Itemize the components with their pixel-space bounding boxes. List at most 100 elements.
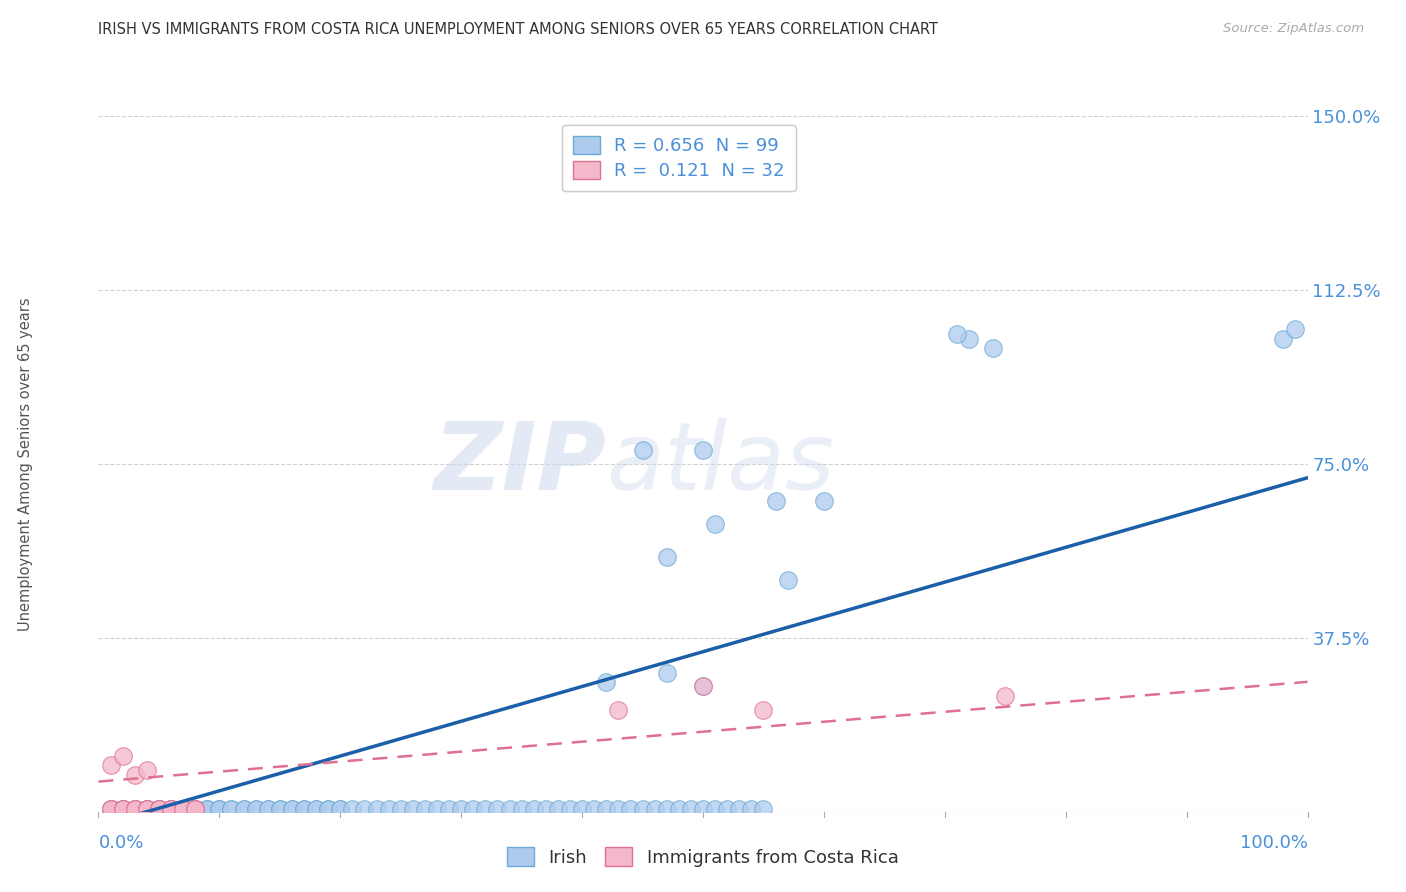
Point (655, 549, 678, 564)
Point (195, 802, 218, 816)
Point (463, 802, 485, 816)
Text: 0.0%: 0.0% (98, 834, 143, 852)
Text: Unemployment Among Seniors over 65 years: Unemployment Among Seniors over 65 years (18, 297, 32, 631)
Point (1284, 322, 1306, 336)
Point (813, 494, 835, 508)
Point (329, 802, 352, 816)
Point (631, 442, 654, 457)
Point (523, 802, 546, 816)
Point (172, 802, 194, 816)
Point (704, 517, 727, 532)
Point (692, 680, 714, 694)
Point (619, 802, 641, 816)
Point (389, 802, 412, 816)
Point (208, 802, 231, 816)
Point (474, 802, 496, 816)
Point (256, 802, 278, 816)
Point (148, 802, 170, 816)
Point (184, 802, 207, 816)
Point (148, 802, 170, 816)
Point (269, 802, 291, 816)
Point (195, 802, 218, 816)
Point (571, 802, 593, 816)
Point (316, 802, 339, 816)
Point (160, 802, 183, 816)
Point (100, 802, 122, 816)
Point (221, 802, 243, 816)
Point (655, 802, 678, 816)
Point (184, 802, 207, 816)
Point (124, 802, 146, 816)
Point (111, 802, 134, 816)
Point (184, 802, 207, 816)
Point (256, 802, 278, 816)
Point (450, 802, 472, 816)
Point (595, 802, 617, 816)
Point (208, 802, 231, 816)
Text: 100.0%: 100.0% (1240, 834, 1308, 852)
Text: ZIP: ZIP (433, 417, 606, 510)
Point (100, 758, 122, 772)
Point (426, 802, 449, 816)
Point (692, 802, 714, 816)
Point (413, 802, 436, 816)
Point (172, 802, 194, 816)
Point (172, 802, 194, 816)
Point (402, 802, 425, 816)
Point (148, 802, 170, 816)
Point (644, 802, 666, 816)
Point (111, 802, 134, 816)
Point (510, 802, 533, 816)
Legend: R = 0.656  N = 99, R =  0.121  N = 32: R = 0.656 N = 99, R = 0.121 N = 32 (562, 125, 796, 191)
Point (583, 802, 606, 816)
Point (111, 802, 134, 816)
Point (160, 802, 183, 816)
Point (342, 802, 364, 816)
Point (232, 802, 254, 816)
Text: IRISH VS IMMIGRANTS FROM COSTA RICA UNEMPLOYMENT AMONG SENIORS OVER 65 YEARS COR: IRISH VS IMMIGRANTS FROM COSTA RICA UNEM… (98, 22, 938, 37)
Point (716, 802, 738, 816)
Point (329, 802, 352, 816)
Point (148, 802, 170, 816)
Point (195, 802, 218, 816)
Point (292, 802, 315, 816)
Point (135, 763, 157, 777)
Point (558, 802, 581, 816)
Point (994, 689, 1017, 703)
Point (208, 802, 231, 816)
Point (124, 802, 146, 816)
Point (232, 802, 254, 816)
Point (135, 802, 157, 816)
Point (245, 802, 267, 816)
Point (281, 802, 304, 816)
Point (377, 802, 399, 816)
Point (172, 802, 194, 816)
Point (135, 802, 157, 816)
Point (100, 802, 122, 816)
Point (111, 802, 134, 816)
Point (124, 802, 146, 816)
Point (692, 680, 714, 694)
Point (135, 802, 157, 816)
Point (498, 802, 520, 816)
Point (486, 802, 509, 816)
Point (595, 674, 617, 689)
Point (160, 802, 183, 816)
Point (160, 802, 183, 816)
Point (245, 802, 267, 816)
Point (704, 802, 727, 816)
Point (111, 802, 134, 816)
Point (172, 802, 194, 816)
Point (124, 802, 146, 816)
Text: Source: ZipAtlas.com: Source: ZipAtlas.com (1223, 22, 1364, 36)
Point (305, 802, 328, 816)
Point (184, 802, 207, 816)
Legend: Irish, Immigrants from Costa Rica: Irish, Immigrants from Costa Rica (501, 840, 905, 874)
Point (184, 802, 207, 816)
Point (534, 802, 557, 816)
Point (437, 802, 460, 816)
Point (655, 665, 678, 680)
Point (740, 802, 762, 816)
Point (172, 802, 194, 816)
Point (100, 802, 122, 816)
